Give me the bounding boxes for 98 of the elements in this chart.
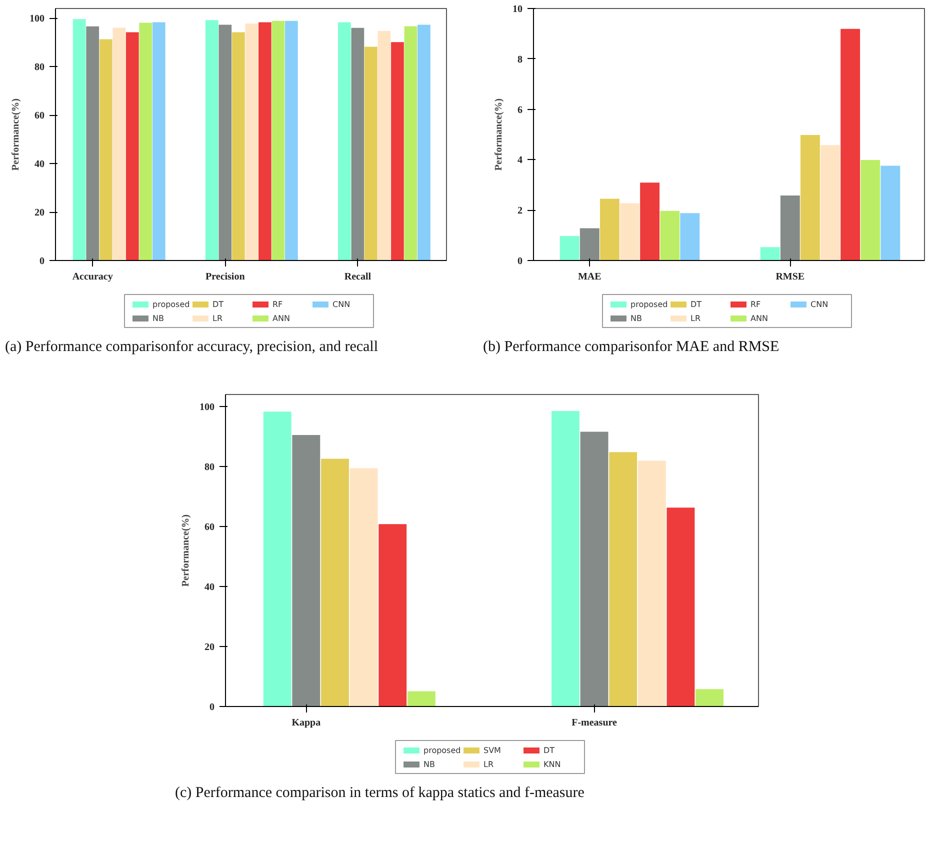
bar xyxy=(404,26,418,260)
bar xyxy=(245,24,258,260)
bar xyxy=(407,691,436,706)
y-tick-label: 0 xyxy=(518,256,522,267)
y-tick-label: 20 xyxy=(204,642,214,653)
bar xyxy=(696,689,724,706)
legend-label: NB xyxy=(424,760,435,769)
x-tick-label: MAE xyxy=(578,272,602,282)
y-tick-label: 60 xyxy=(204,522,214,533)
legend-label: NB xyxy=(630,314,642,323)
bar xyxy=(620,203,640,260)
x-tick-label: Recall xyxy=(344,272,372,282)
legend-label: ANN xyxy=(272,314,290,323)
bar xyxy=(660,210,680,260)
y-axis-title: Performance(%) xyxy=(10,98,22,171)
bar xyxy=(321,458,349,706)
y-tick-label: 0 xyxy=(40,256,44,267)
legend-label: LR xyxy=(212,314,223,323)
x-tick-label: RMSE xyxy=(776,272,805,282)
bar xyxy=(258,22,272,260)
legend-label: ANN xyxy=(750,314,768,323)
y-tick-label: 4 xyxy=(518,155,522,166)
bar xyxy=(666,508,695,706)
y-tick-label: 6 xyxy=(518,104,522,116)
legend-label: SVM xyxy=(484,746,502,755)
y-tick-label: 40 xyxy=(204,582,214,593)
y-tick-label: 80 xyxy=(34,62,44,74)
bar xyxy=(638,460,666,706)
bar xyxy=(232,32,245,260)
bar xyxy=(378,31,391,260)
y-tick-label: 20 xyxy=(34,208,44,219)
bar xyxy=(391,42,404,260)
text: (c) Performance comparison in terms of kappa statics and f-measure xyxy=(175,784,584,803)
text: (b) Performance comparisonfor MAE and RMSE xyxy=(483,338,780,357)
bar xyxy=(86,26,100,260)
legend-label: DT xyxy=(544,746,555,755)
x-tick-label: F-measure xyxy=(572,718,618,728)
y-tick-label: 80 xyxy=(204,462,214,473)
x-tick-label: Kappa xyxy=(292,718,321,728)
y-tick-label: 10 xyxy=(512,4,522,15)
legend-label: RF xyxy=(750,300,762,309)
bar xyxy=(205,20,218,260)
bar xyxy=(126,32,139,260)
legend-label: proposed xyxy=(424,746,461,755)
legend-label: CNN xyxy=(810,300,828,309)
bar xyxy=(112,28,126,260)
bar xyxy=(640,182,660,260)
y-tick-label: 40 xyxy=(34,159,44,170)
bar xyxy=(272,20,285,260)
bar xyxy=(600,198,620,260)
bar xyxy=(152,22,166,260)
bar xyxy=(351,28,364,260)
y-tick-label: 0 xyxy=(210,702,214,713)
legend-label: KNN xyxy=(544,760,561,769)
legend-label: DT xyxy=(212,300,224,309)
bar xyxy=(99,39,112,260)
y-axis-title: Performance(%) xyxy=(494,98,504,171)
bar xyxy=(880,166,900,260)
y-tick-label: 60 xyxy=(34,110,44,122)
x-tick-label: Accuracy xyxy=(72,272,113,282)
legend-label: CNN xyxy=(332,300,350,309)
y-tick-label: 100 xyxy=(30,14,44,25)
bar xyxy=(350,468,378,706)
bar xyxy=(800,135,820,260)
bar xyxy=(139,22,152,260)
y-tick-label: 100 xyxy=(200,402,214,413)
bar xyxy=(560,236,580,260)
y-tick-label: 8 xyxy=(518,54,522,66)
bar xyxy=(840,28,860,260)
bar xyxy=(760,247,780,260)
legend-label: DT xyxy=(690,300,702,309)
bar xyxy=(72,19,86,260)
x-tick-label: Precision xyxy=(206,272,246,282)
bar xyxy=(680,213,700,260)
bar xyxy=(609,452,638,706)
legend-label: NB xyxy=(152,314,164,323)
legend-label: RF xyxy=(272,300,284,309)
bar xyxy=(378,524,407,706)
legend-label: proposed xyxy=(630,300,668,309)
bar xyxy=(780,195,800,260)
legend-label: LR xyxy=(690,314,701,323)
bar xyxy=(284,20,298,260)
bar xyxy=(580,432,608,706)
bar xyxy=(580,228,600,260)
bar xyxy=(418,24,430,260)
bar xyxy=(218,24,232,260)
legend-label: LR xyxy=(484,760,494,769)
y-tick-label: 2 xyxy=(518,206,522,217)
bar xyxy=(292,435,320,706)
legend-label: proposed xyxy=(152,300,190,309)
bar xyxy=(338,22,351,260)
bar xyxy=(860,160,880,260)
y-axis-title: Performance(%) xyxy=(180,514,192,587)
bar xyxy=(364,46,378,260)
bar xyxy=(263,412,292,706)
bar xyxy=(820,145,840,260)
bar xyxy=(551,411,580,706)
text: (a) Performance comparisonfor accuracy, precision, and recall xyxy=(5,338,378,357)
